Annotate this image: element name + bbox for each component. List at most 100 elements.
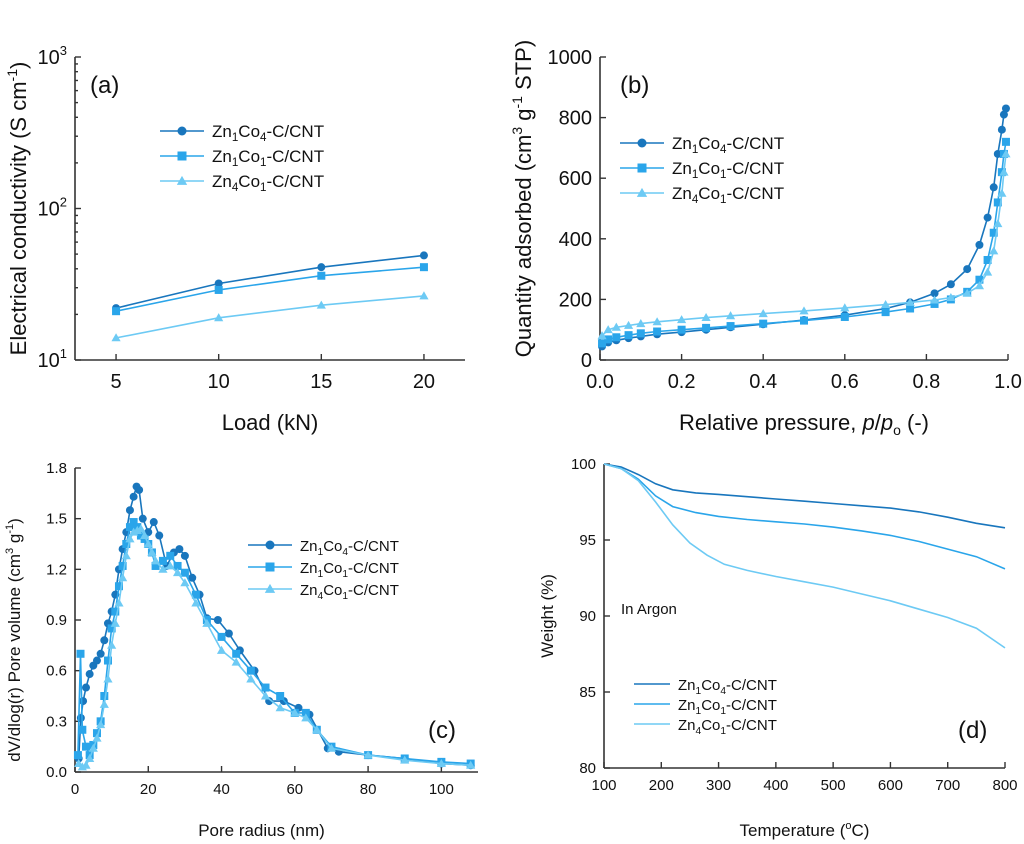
data-point	[122, 540, 131, 548]
data-point	[214, 313, 224, 322]
data-point	[85, 753, 95, 762]
data-point	[216, 645, 227, 654]
x-tick-label: 500	[821, 777, 846, 794]
series-line	[603, 463, 1006, 649]
data-point	[158, 564, 168, 573]
data-point	[114, 582, 123, 591]
data-point	[100, 636, 109, 645]
legend-label: Zn4Co1-C/CNT	[212, 172, 324, 194]
data-point	[140, 530, 150, 540]
data-point	[929, 295, 940, 304]
y-tick-label: 0.3	[46, 713, 67, 730]
data-point	[1001, 137, 1010, 146]
y-axis-title: Weight (%)	[538, 574, 557, 658]
x-tick-label: 0.8	[912, 371, 940, 393]
data-point	[246, 666, 255, 675]
legend-marker	[265, 540, 275, 550]
data-point	[125, 523, 134, 532]
data-point	[165, 561, 175, 570]
data-point	[726, 322, 735, 331]
y-tick-label: 102	[38, 195, 67, 221]
data-point	[224, 629, 233, 638]
legend-label: Zn1Co4-C/CNT	[212, 122, 324, 144]
data-point	[946, 292, 956, 302]
data-point	[149, 518, 158, 527]
panel-label: (c)	[428, 717, 456, 744]
data-point	[151, 561, 160, 570]
data-point	[906, 304, 915, 313]
data-point	[419, 251, 428, 260]
data-point	[419, 263, 428, 272]
data-point	[166, 551, 175, 560]
data-point	[217, 632, 226, 641]
data-point	[290, 708, 300, 717]
x-tick-label: 300	[706, 777, 731, 794]
data-point	[180, 578, 190, 587]
series-2	[598, 137, 1010, 348]
data-point	[158, 556, 167, 565]
x-tick-label: 400	[763, 777, 788, 794]
data-point	[88, 743, 98, 752]
data-point	[989, 246, 999, 255]
data-point	[312, 725, 322, 734]
y-tick-label: 101	[38, 346, 67, 372]
data-point	[975, 240, 984, 249]
data-point	[129, 518, 138, 527]
x-tick-label: 20	[413, 371, 435, 393]
data-point	[400, 755, 410, 764]
y-tick-label: 95	[579, 532, 596, 549]
data-point	[275, 703, 285, 712]
x-tick-label: 0.4	[749, 371, 777, 393]
data-point	[725, 311, 736, 320]
data-point	[96, 649, 105, 658]
data-point	[214, 279, 223, 288]
y-tick-label: 600	[559, 168, 592, 190]
data-point	[436, 758, 446, 768]
data-point	[155, 531, 164, 540]
series-line	[115, 266, 424, 312]
data-point	[993, 198, 1002, 207]
data-point	[214, 285, 223, 294]
legend-marker	[265, 562, 275, 572]
data-point	[103, 656, 112, 665]
data-point	[962, 288, 972, 297]
data-point	[114, 598, 124, 607]
data-point	[701, 312, 711, 322]
x-axis-title: Load (kN)	[222, 410, 319, 435]
y-tick-label: 80	[579, 760, 596, 777]
data-point	[180, 568, 189, 577]
x-tick-label: 700	[935, 777, 960, 794]
y-tick-label: 103	[38, 43, 67, 69]
data-point	[107, 624, 116, 633]
data-point	[81, 760, 91, 769]
legend-label: Zn4Co1-C/CNT	[300, 582, 399, 602]
data-point	[598, 339, 607, 348]
data-point	[799, 306, 809, 315]
data-point	[611, 322, 621, 331]
data-point	[121, 551, 131, 560]
x-axis-title: Temperature (oC)	[740, 820, 870, 840]
data-point	[946, 280, 955, 289]
y-tick-label: 0.9	[46, 612, 67, 629]
data-point	[604, 335, 613, 344]
legend-label: Zn1Co4-C/CNT	[672, 134, 784, 156]
data-point	[112, 307, 121, 316]
legend-marker	[637, 163, 647, 173]
data-point	[118, 561, 127, 570]
data-point	[597, 331, 607, 340]
x-tick-label: 200	[649, 777, 674, 794]
data-point	[759, 319, 768, 328]
data-point	[997, 125, 1006, 134]
data-point	[232, 649, 241, 658]
data-point	[92, 656, 101, 665]
x-tick-label: 0.6	[831, 371, 859, 393]
data-point	[191, 590, 200, 599]
data-point	[326, 743, 337, 752]
data-point	[653, 327, 662, 336]
data-point	[963, 265, 972, 274]
data-point	[983, 213, 992, 222]
series-2	[603, 463, 1006, 570]
x-tick-label: 80	[360, 781, 377, 798]
